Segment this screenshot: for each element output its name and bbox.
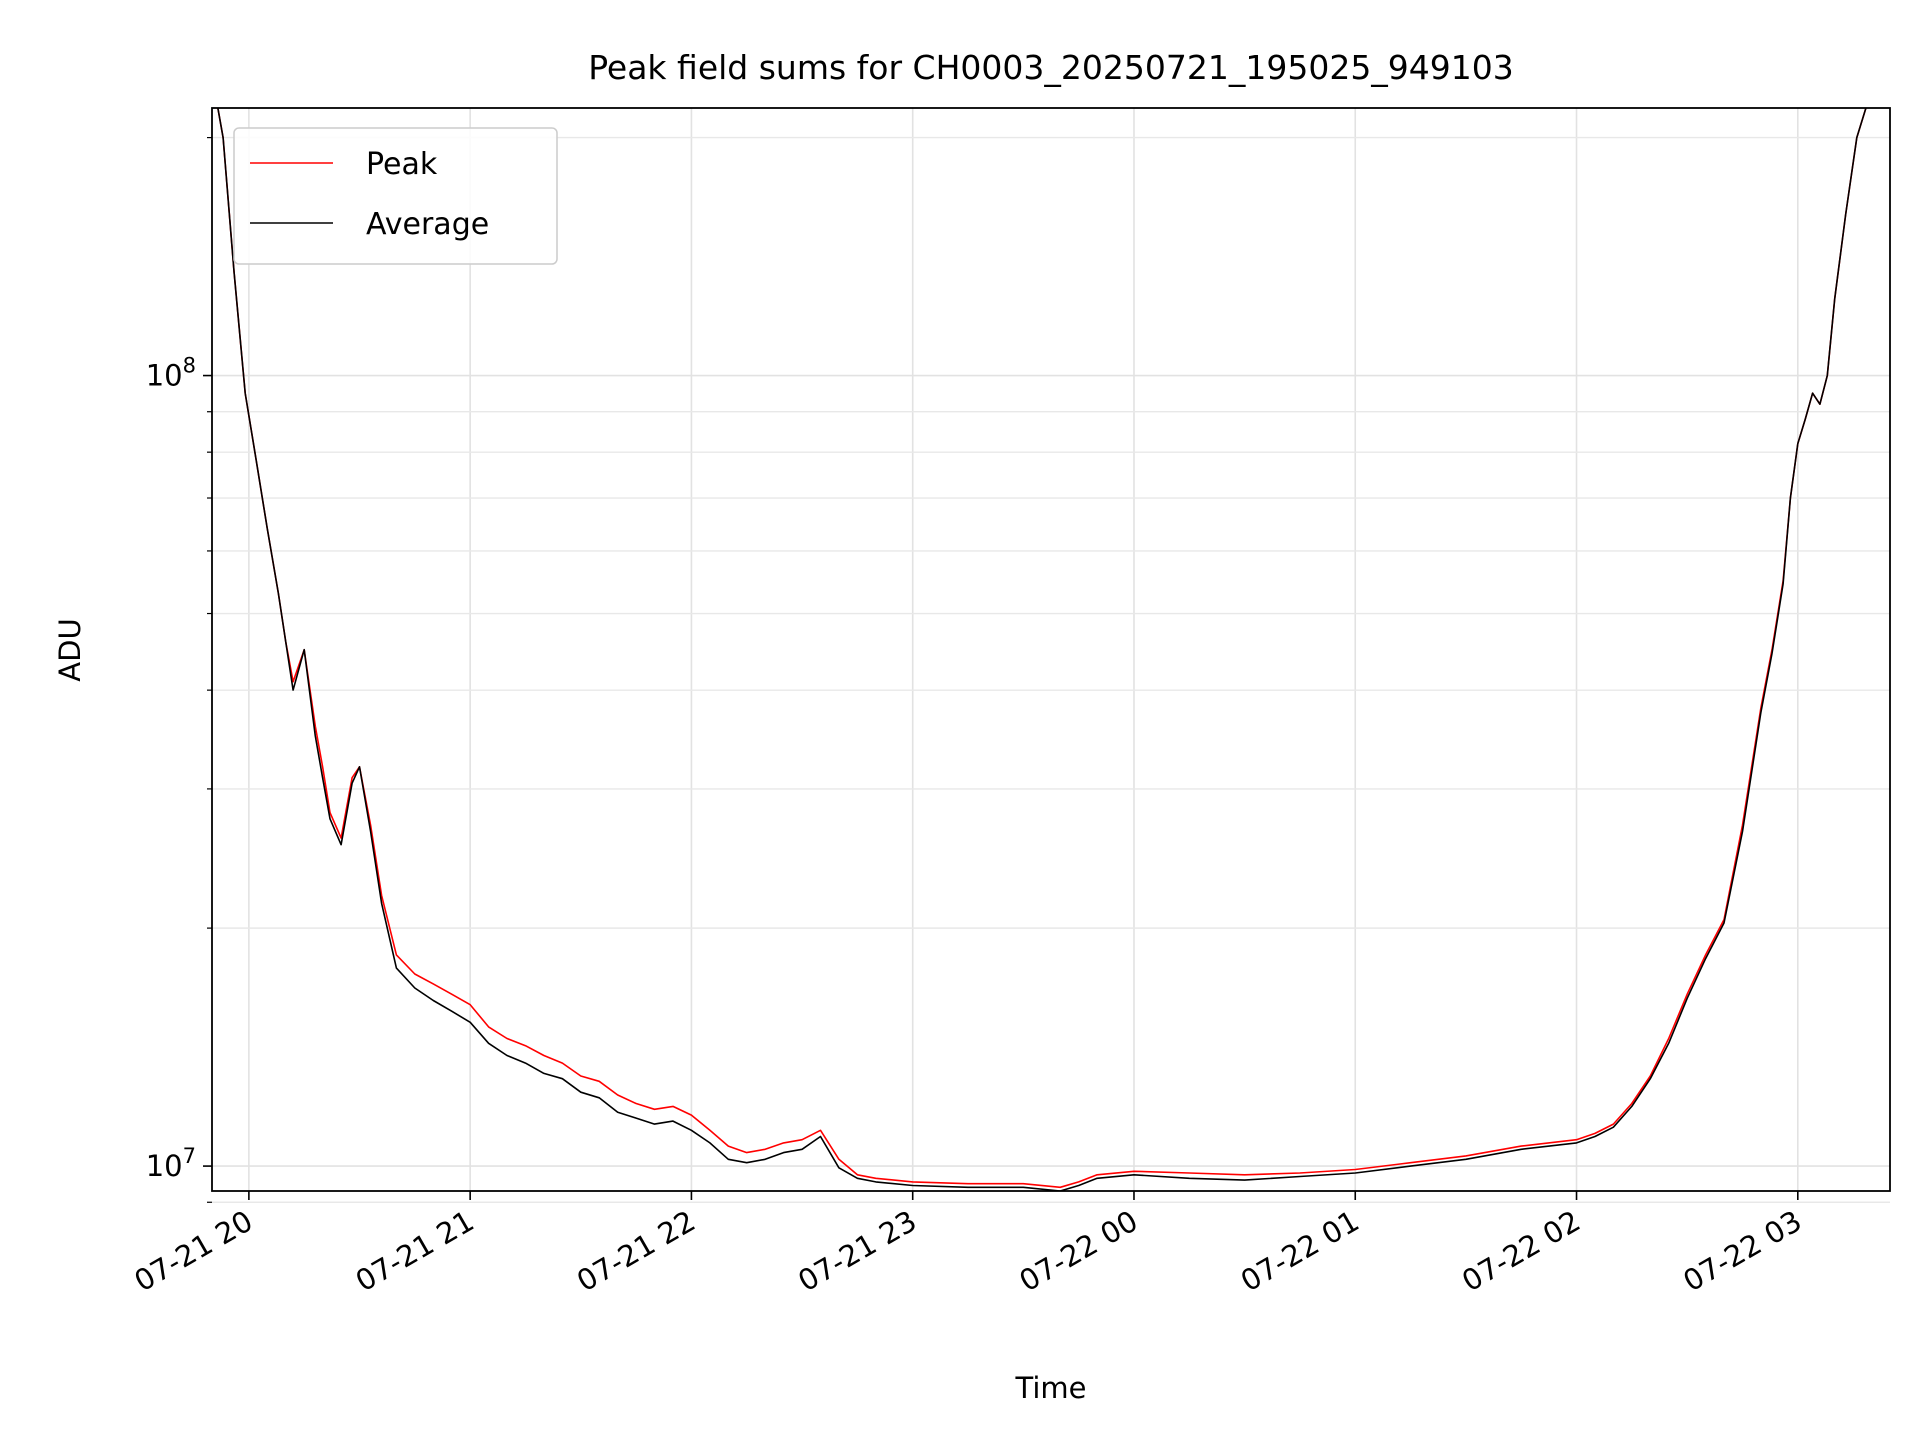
x-tick-label: 07-22 03 xyxy=(1677,1204,1807,1299)
x-tick-label: 07-21 23 xyxy=(792,1204,922,1299)
y-axis: 107 108 xyxy=(146,136,212,1203)
legend-box xyxy=(233,127,558,265)
x-tick-label: 07-21 22 xyxy=(571,1204,701,1299)
legend: Peak Average xyxy=(233,127,558,265)
x-axis: 07-21 20 07-21 21 07-21 22 07-21 23 07-22 00… xyxy=(128,1191,1807,1298)
grid xyxy=(212,108,1890,1203)
plot-lines xyxy=(217,108,1867,1191)
x-tick-label: 07-21 20 xyxy=(128,1204,258,1299)
x-tick-label: 07-21 21 xyxy=(350,1204,480,1299)
x-axis-label: Time xyxy=(1015,1371,1087,1405)
legend-label-average: Average xyxy=(366,207,489,242)
y-tick-label: 107 xyxy=(146,1144,196,1183)
x-tick-label: 07-22 01 xyxy=(1235,1204,1365,1299)
plot-frame xyxy=(211,107,1891,1192)
y-tick-label: 108 xyxy=(146,354,196,393)
series-line-peak xyxy=(217,108,1867,1189)
chart-title: Peak field sums for CH0003_20250721_1950… xyxy=(588,48,1514,87)
x-tick-label: 07-22 02 xyxy=(1456,1204,1586,1299)
legend-label-peak: Peak xyxy=(366,147,438,182)
series-line-average xyxy=(217,108,1867,1191)
y-axis-label: ADU xyxy=(53,618,87,681)
x-tick-label: 07-22 00 xyxy=(1014,1204,1144,1299)
